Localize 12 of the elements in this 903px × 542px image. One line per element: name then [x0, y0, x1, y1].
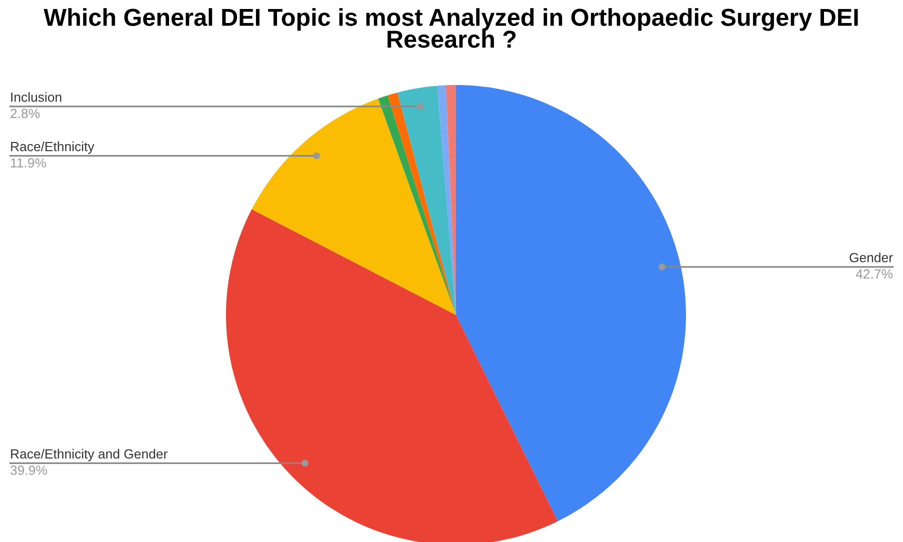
data-label: 11.9% [11, 158, 46, 168]
slice-label: Race/Ethnicity and Gender [11, 448, 168, 462]
data-label: 2.8% [10, 108, 40, 118]
slice-label: Inclusion [11, 92, 62, 102]
data-label: 42.7% [856, 269, 893, 279]
pie-slice [397, 86, 456, 315]
pie-slice [252, 98, 456, 315]
data-label: 39.9% [10, 466, 47, 475]
chart-title: Which General DEI Topic is most Analyzed in Orthopaedic Surgery DEI Research ? [44, 8, 858, 48]
slice-label: Race/Ethnicity [11, 142, 94, 154]
pie-slice [437, 85, 456, 315]
slice-label: Gender [850, 252, 893, 262]
